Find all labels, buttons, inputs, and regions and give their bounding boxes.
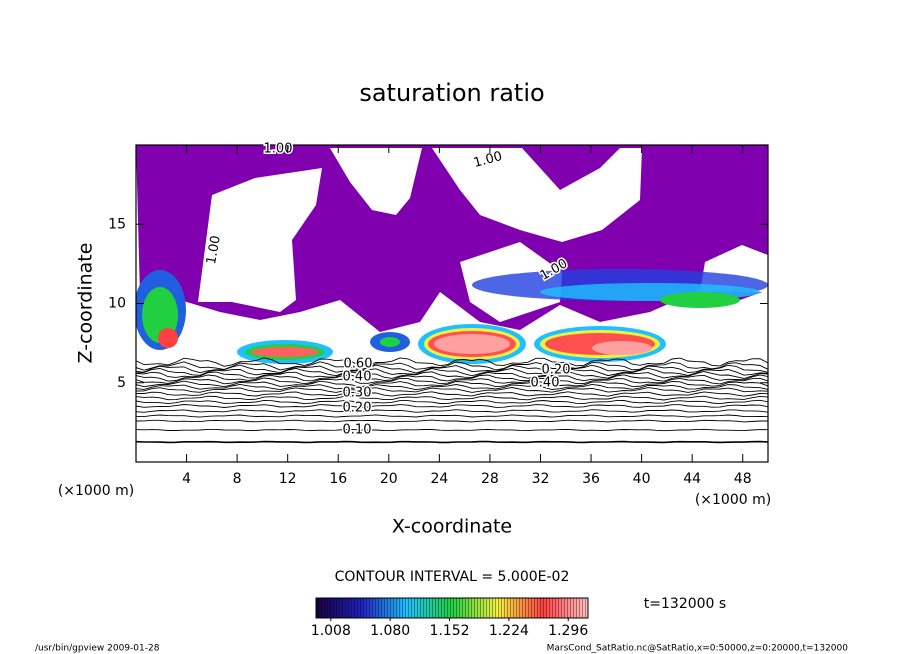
field	[136, 145, 768, 444]
x-tick-label: 24	[430, 471, 448, 487]
contour-line	[136, 395, 768, 401]
y-tick-label: 5	[117, 375, 126, 391]
contour-labels: 1.001.001.001.000.600.400.300.200.100.40…	[203, 140, 572, 439]
contour-interval: CONTOUR INTERVAL = 5.000E-02	[335, 569, 570, 585]
x-tick-label: 16	[329, 471, 347, 487]
contour-line	[136, 414, 768, 418]
y-axis-label: Z-coordinate	[75, 243, 97, 364]
supersaturated-cells	[136, 269, 768, 364]
contour-line	[136, 387, 768, 393]
colorbar-tick-label: 1.296	[548, 623, 588, 639]
chart-title: saturation ratio	[359, 79, 544, 107]
x-axis-label: X-coordinate	[392, 516, 512, 538]
contour-line	[136, 380, 768, 388]
contour-label: 1.00	[264, 142, 293, 157]
x-unit: (×1000 m)	[695, 492, 771, 508]
x-tick-label: 32	[532, 471, 550, 487]
contour-label: 0.30	[343, 386, 372, 401]
contour-label: 0.40	[343, 370, 372, 385]
colorbar-tick-label: 1.152	[429, 623, 469, 639]
unsaturated-region	[198, 148, 768, 322]
contour-label: 0.20	[542, 363, 571, 378]
contour-label: 1.00	[204, 234, 224, 265]
x-tick-label: 4	[182, 471, 191, 487]
y-tick-label: 10	[108, 296, 126, 312]
x-tick-label: 8	[233, 471, 242, 487]
contour-line	[136, 428, 768, 432]
contour-line	[136, 440, 768, 444]
contour-line	[136, 419, 768, 423]
time-label: t=132000 s	[644, 596, 726, 612]
contour-line	[136, 404, 768, 408]
contour-line	[136, 377, 768, 385]
colorbar-tick-label: 1.008	[311, 623, 351, 639]
contour-line	[136, 391, 768, 397]
colorbar-tick-label: 1.080	[370, 623, 410, 639]
contour-line	[136, 409, 768, 413]
x-tick-label: 44	[683, 471, 701, 487]
x-tick-label: 28	[481, 471, 499, 487]
x-tick-label: 20	[380, 471, 398, 487]
contour-line	[136, 361, 768, 371]
footer-right: MarsCond_SatRatio.nc@SatRatio,x=0:50000,…	[547, 644, 849, 654]
y-tick-label: 15	[108, 216, 126, 232]
footer-left: /usr/bin/gpview 2009-01-28	[35, 644, 160, 654]
contour-label: 0.10	[343, 423, 372, 438]
contour-label: 0.60	[344, 357, 373, 372]
x-tick-label: 36	[582, 471, 600, 487]
contour-line	[136, 364, 768, 374]
contour-line	[136, 367, 768, 377]
contour-line	[136, 371, 768, 379]
colorbar-tick-label: 1.224	[489, 623, 529, 639]
contour-lines	[136, 357, 768, 444]
x-tick-label: 40	[633, 471, 651, 487]
contour-label: 0.20	[343, 401, 372, 416]
colorbar-stripes	[316, 598, 588, 618]
contour-line	[136, 383, 768, 391]
y-unit: (×1000 m)	[58, 483, 134, 499]
contour-label: 0.40	[531, 376, 560, 391]
contour-line	[136, 399, 768, 405]
contour-line	[136, 357, 768, 367]
contour-line	[136, 374, 768, 382]
x-tick-label: 12	[279, 471, 297, 487]
x-tick-label: 48	[734, 471, 752, 487]
